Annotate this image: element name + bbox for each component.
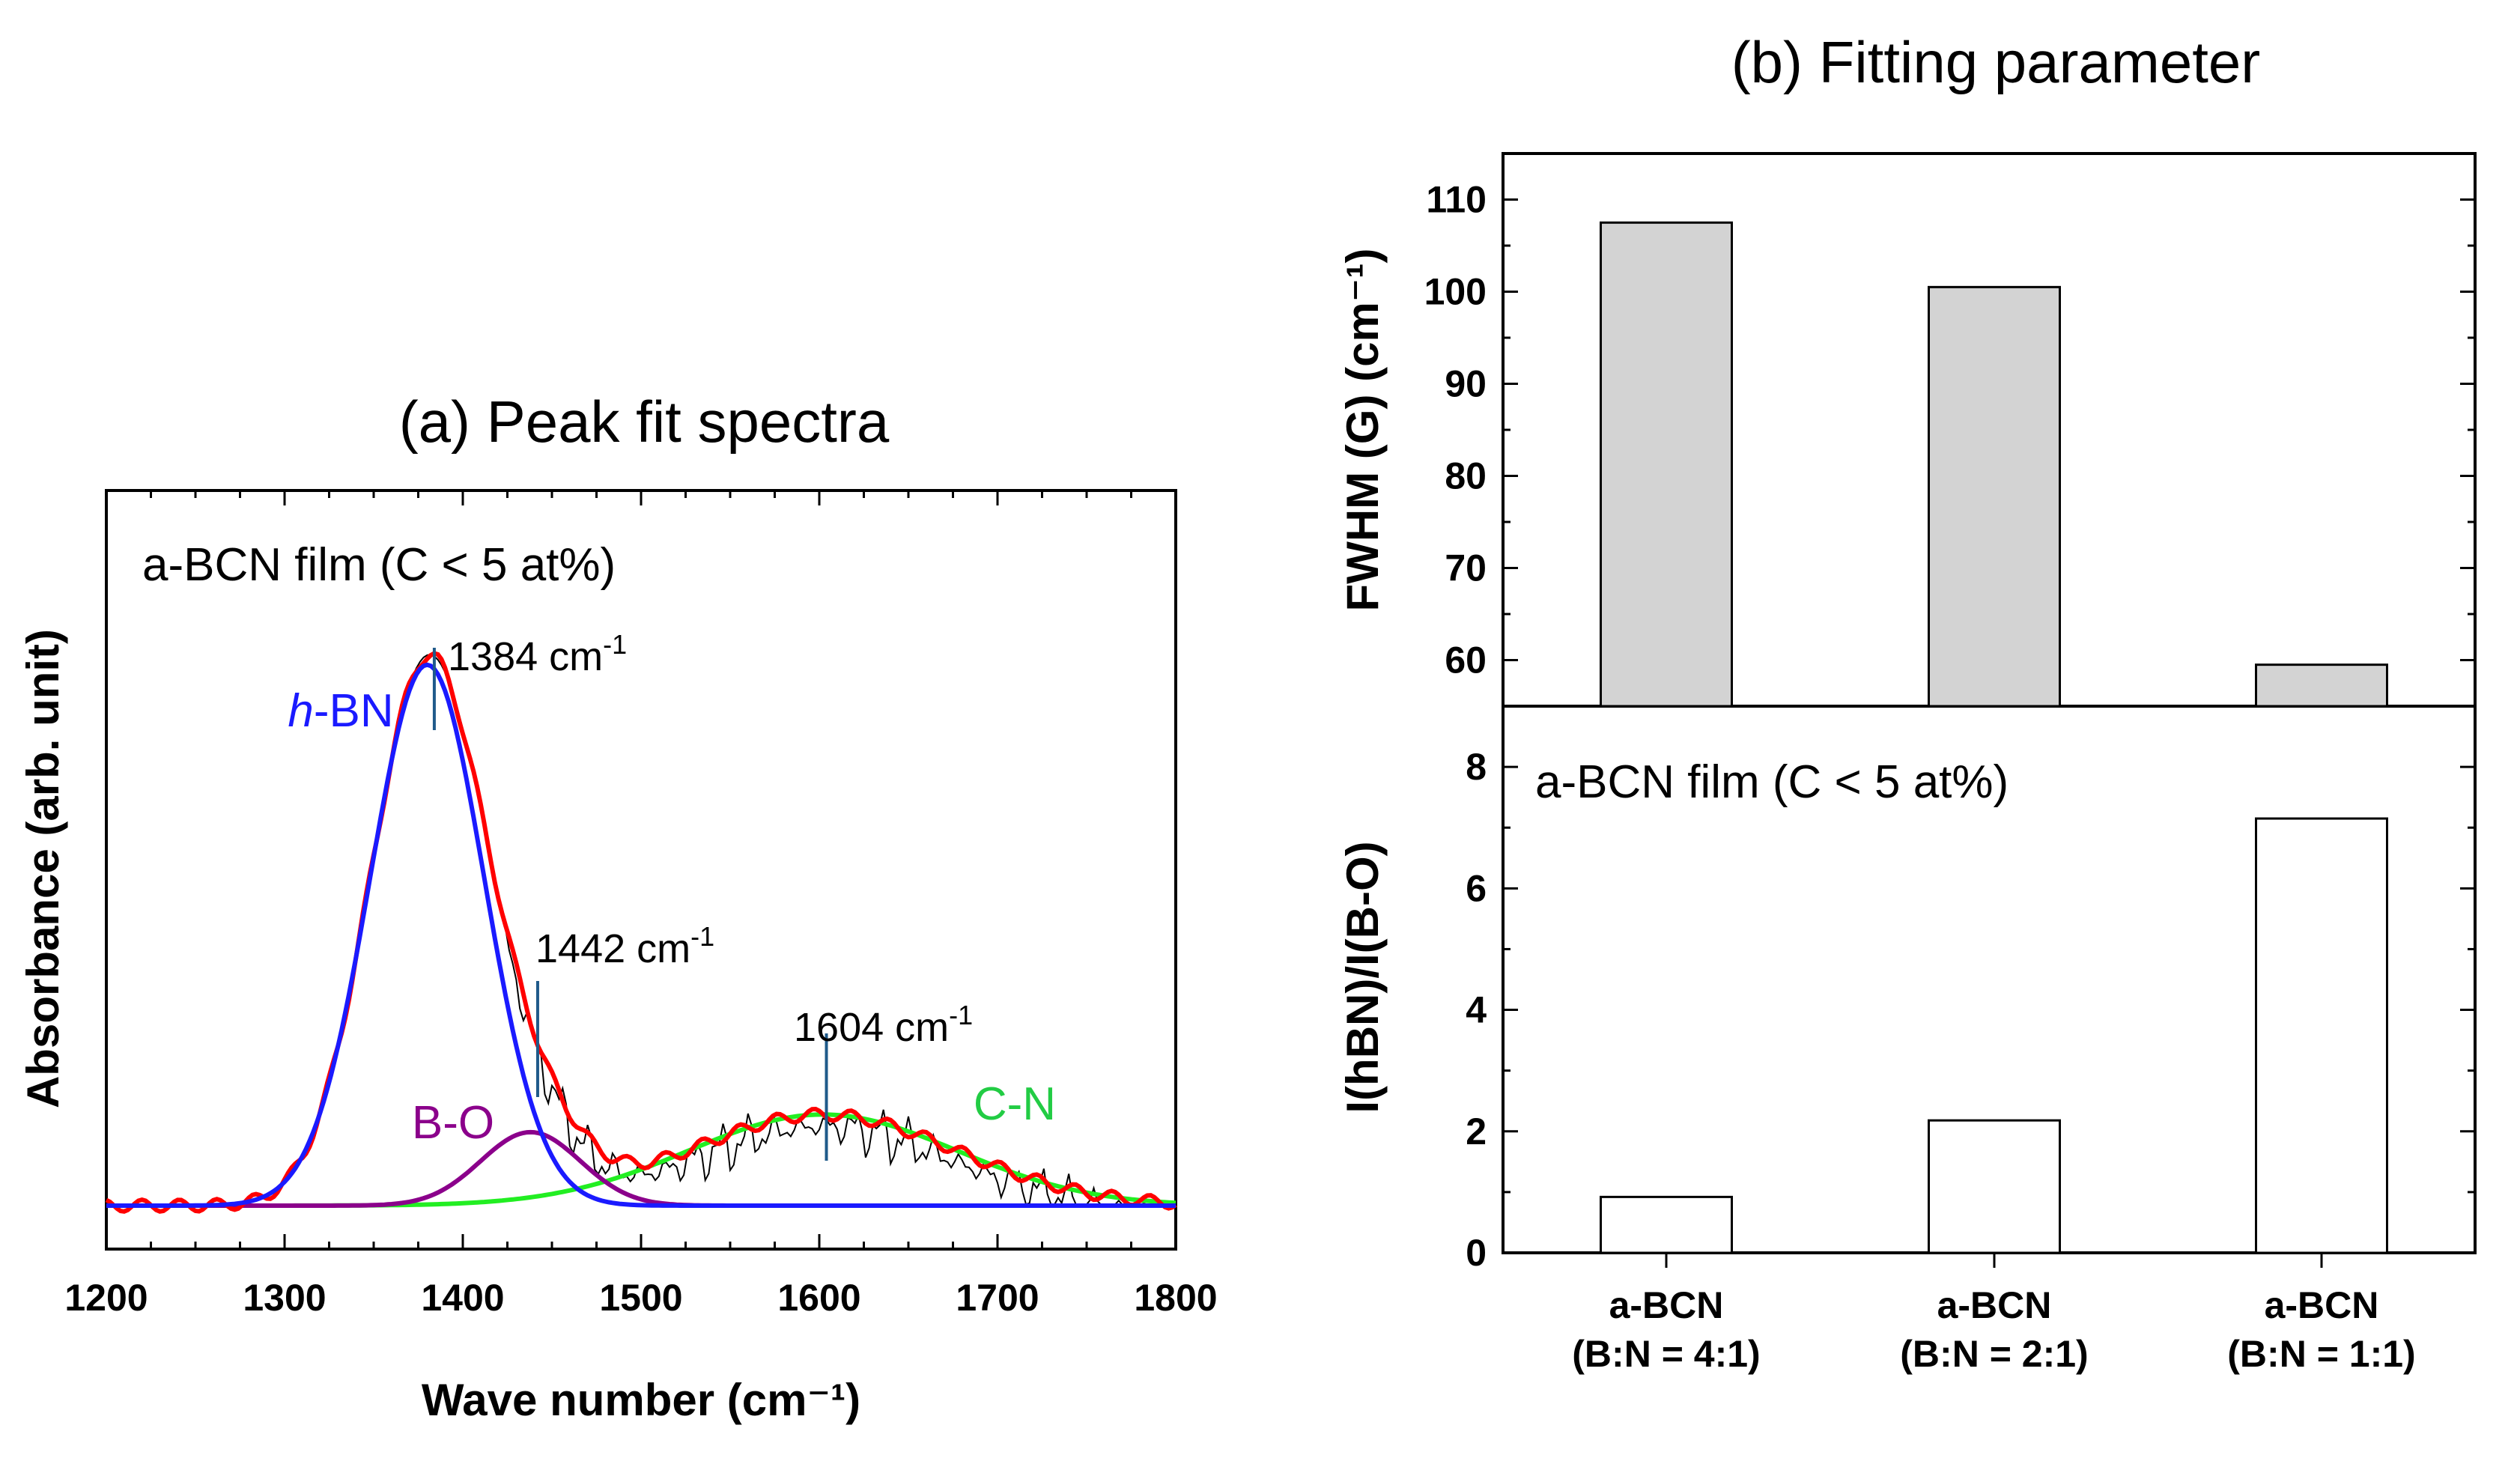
y-tick-label: 90 bbox=[1445, 363, 1487, 405]
x-tick-label: 1800 bbox=[1134, 1277, 1217, 1319]
panel-a-frame bbox=[105, 489, 1177, 1251]
bar bbox=[1600, 1195, 1733, 1254]
category-label: (B:N = 2:1) bbox=[1900, 1333, 2088, 1375]
panel-b-x-axis: a-BCN (B:N = 4:1) a-BCN (B:N = 2:1) a-BCN (B:… bbox=[1572, 1253, 2416, 1375]
category-label: (B:N = 1:1) bbox=[2227, 1333, 2415, 1375]
x-tick-label: 1500 bbox=[599, 1277, 682, 1319]
panel-b-title: (b) Fitting parameter bbox=[1731, 29, 2261, 95]
peak-marker-label: 1604 cm-1 bbox=[794, 1000, 973, 1050]
panel-a-film-label: a-BCN film (C < 5 at%) bbox=[142, 539, 616, 591]
panel-b-film-label: a-BCN film (C < 5 at%) bbox=[1535, 756, 2009, 808]
cn-label: C-N bbox=[974, 1078, 1056, 1130]
y-tick-label: 2 bbox=[1466, 1111, 1487, 1152]
category-label: a-BCN bbox=[1609, 1284, 1724, 1326]
y-tick-label: 70 bbox=[1445, 547, 1487, 589]
bar bbox=[1928, 285, 2061, 708]
fwhm-subplot: 60 70 80 90 100 110 bbox=[1424, 179, 2475, 708]
bar bbox=[2255, 663, 2388, 708]
bar bbox=[1928, 1119, 2061, 1254]
y-tick-label: 8 bbox=[1466, 746, 1487, 788]
y-tick-label: 100 bbox=[1424, 271, 1487, 313]
bar bbox=[2255, 817, 2388, 1254]
hbn-label: h-BN bbox=[288, 685, 393, 737]
panel-a-title: (a) Peak fit spectra bbox=[399, 389, 890, 455]
x-tick-label: 1200 bbox=[64, 1277, 148, 1319]
category-label: a-BCN bbox=[1937, 1284, 2052, 1326]
bar bbox=[1600, 221, 1733, 708]
bo-label: B-O bbox=[412, 1097, 494, 1149]
panel-a-ylabel: Absorbance (arb. unit) bbox=[18, 629, 68, 1108]
x-tick-label: 1600 bbox=[777, 1277, 860, 1319]
panel-b-fitting-parameter: (b) Fitting parameter 60 70 80 90 100 110 0 2 4… bbox=[1338, 29, 2477, 1375]
x-tick-label: 1400 bbox=[421, 1277, 504, 1319]
panel-a-curves bbox=[105, 651, 1177, 1214]
y-tick-label: 4 bbox=[1466, 989, 1487, 1031]
panel-a-xlabel: Wave number (cm⁻¹) bbox=[422, 1375, 860, 1425]
y-tick-label: 80 bbox=[1445, 455, 1487, 497]
y-tick-label: 110 bbox=[1426, 179, 1487, 221]
panel-a-peak-markers: 1384 cm-1 1442 cm-1 1604 cm-1 bbox=[432, 629, 973, 1161]
fwhm-ylabel: FWHM (G) (cm⁻¹) bbox=[1338, 249, 1388, 612]
y-tick-label: 60 bbox=[1445, 640, 1487, 681]
hbn-component-curve bbox=[106, 662, 1176, 1208]
panel-a-x-axis: 1200 1300 1400 1500 1600 1700 1800 bbox=[64, 490, 1218, 1319]
category-label: (B:N = 4:1) bbox=[1572, 1333, 1760, 1375]
category-label: a-BCN bbox=[2265, 1284, 2379, 1326]
y-tick-label: 6 bbox=[1466, 867, 1487, 909]
intensity-ratio-subplot: 0 2 4 6 8 bbox=[1466, 746, 2475, 1274]
peak-marker-label: 1442 cm-1 bbox=[535, 921, 714, 971]
ratio-ylabel: I(hBN)/I(B-O) bbox=[1338, 841, 1388, 1113]
x-tick-label: 1700 bbox=[956, 1277, 1039, 1319]
y-tick-label: 0 bbox=[1466, 1232, 1487, 1274]
panel-a-peak-fit: (a) Peak fit spectra a-BCN film (C < 5 a… bbox=[18, 389, 1218, 1425]
peak-marker-label: 1384 cm-1 bbox=[448, 629, 627, 679]
x-tick-label: 1300 bbox=[243, 1277, 326, 1319]
